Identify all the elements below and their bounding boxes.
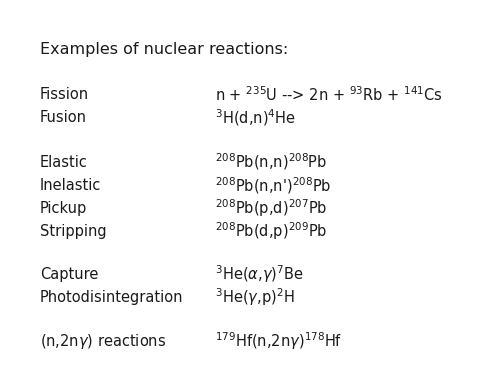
- Text: $^{208}$Pb(p,d)$^{207}$Pb: $^{208}$Pb(p,d)$^{207}$Pb: [215, 198, 328, 219]
- Text: $^{3}$He($\gamma$,p)$^{2}$H: $^{3}$He($\gamma$,p)$^{2}$H: [215, 286, 294, 308]
- Text: (n,2n$\gamma$) reactions: (n,2n$\gamma$) reactions: [40, 332, 166, 351]
- Text: Inelastic: Inelastic: [40, 178, 102, 193]
- Text: $^{208}$Pb(n,n')$^{208}$Pb: $^{208}$Pb(n,n')$^{208}$Pb: [215, 175, 332, 196]
- Text: Examples of nuclear reactions:: Examples of nuclear reactions:: [40, 42, 288, 58]
- Text: Stripping: Stripping: [40, 224, 106, 239]
- Text: Photodisintegration: Photodisintegration: [40, 290, 184, 305]
- Text: Pickup: Pickup: [40, 201, 88, 216]
- Text: $^{3}$He($\alpha$,$\gamma$)$^{7}$Be: $^{3}$He($\alpha$,$\gamma$)$^{7}$Be: [215, 263, 304, 285]
- Text: Elastic: Elastic: [40, 155, 88, 169]
- Text: n + $^{235}$U --> 2n + $^{93}$Rb + $^{141}$Cs: n + $^{235}$U --> 2n + $^{93}$Rb + $^{14…: [215, 85, 443, 104]
- Text: $^{208}$Pb(d,p)$^{209}$Pb: $^{208}$Pb(d,p)$^{209}$Pb: [215, 221, 328, 242]
- Text: $^{179}$Hf(n,2n$\gamma$)$^{178}$Hf: $^{179}$Hf(n,2n$\gamma$)$^{178}$Hf: [215, 331, 342, 352]
- Text: Capture: Capture: [40, 267, 98, 281]
- Text: Fission: Fission: [40, 87, 89, 102]
- Text: $^{3}$H(d,n)$^{4}$He: $^{3}$H(d,n)$^{4}$He: [215, 107, 296, 128]
- Text: $^{208}$Pb(n,n)$^{208}$Pb: $^{208}$Pb(n,n)$^{208}$Pb: [215, 152, 328, 173]
- Text: Fusion: Fusion: [40, 110, 87, 125]
